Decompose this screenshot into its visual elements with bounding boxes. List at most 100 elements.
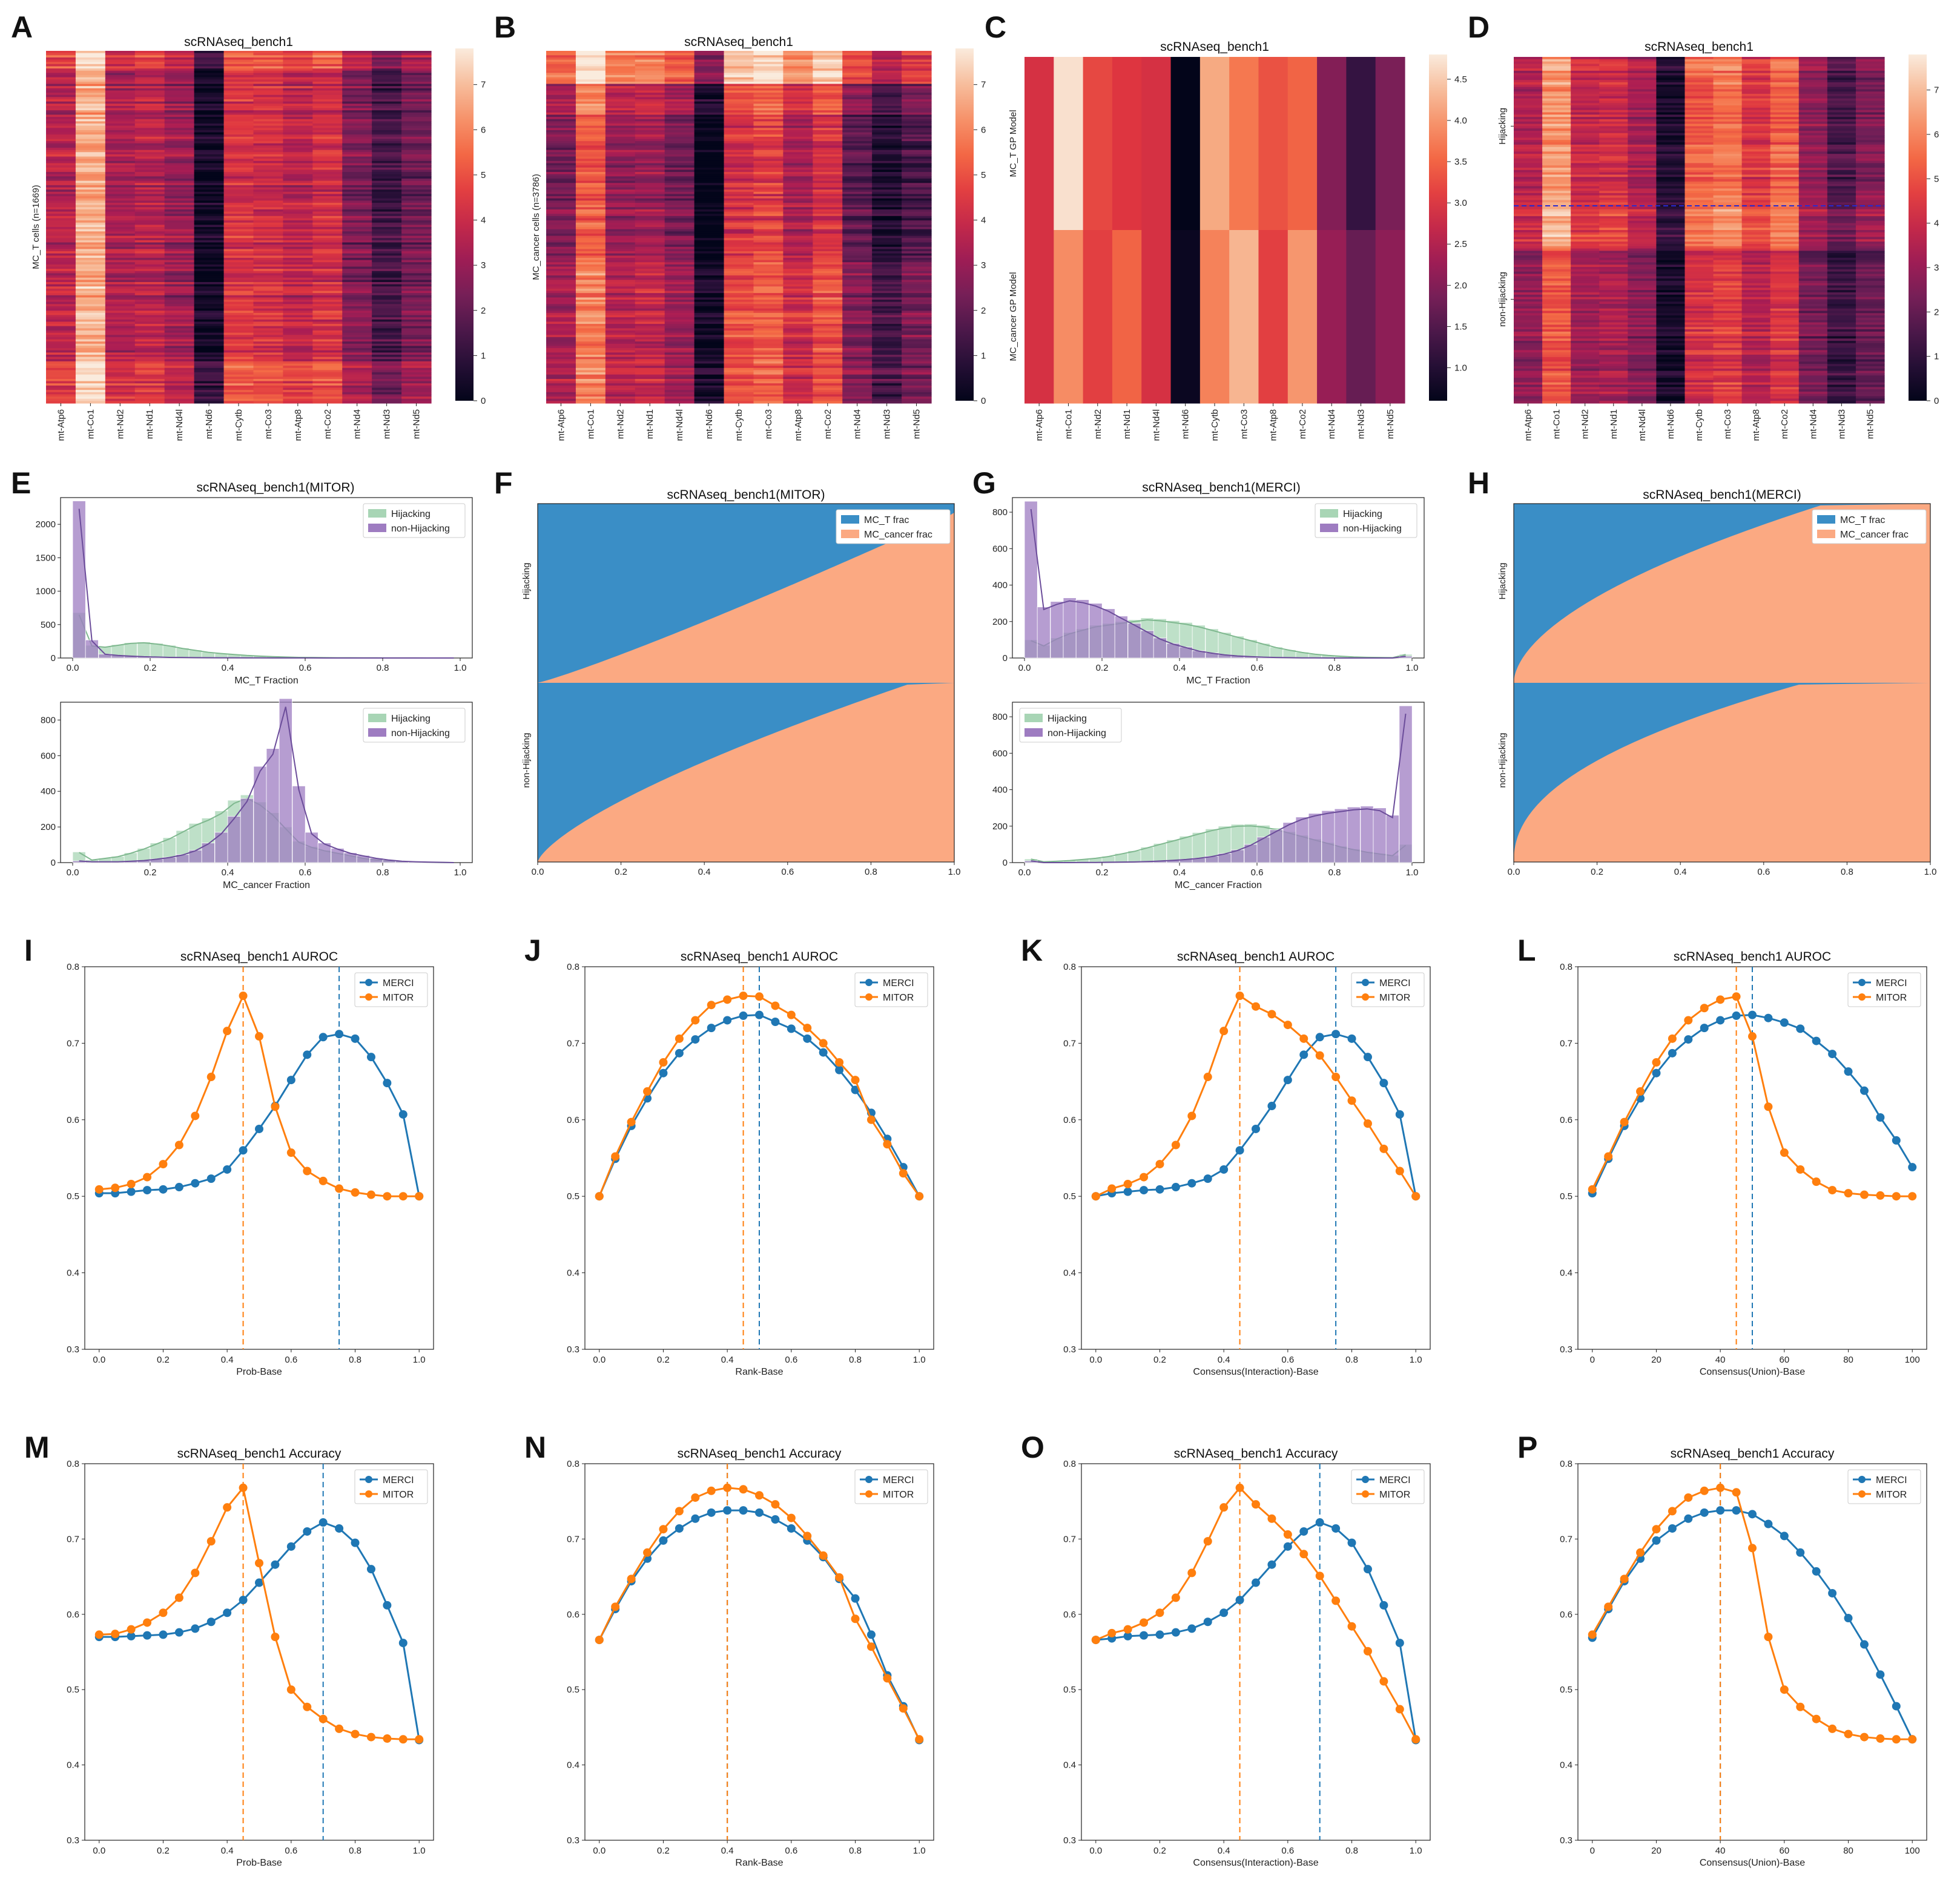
heatmap-cell bbox=[783, 81, 813, 85]
heatmap-cell bbox=[546, 319, 576, 323]
heatmap-cell bbox=[46, 242, 76, 245]
heatmap-cell bbox=[134, 86, 165, 89]
heatmap-cell bbox=[75, 324, 106, 327]
heatmap-cell bbox=[813, 178, 843, 182]
heatmap-cell bbox=[223, 130, 254, 133]
heatmap-cell bbox=[1542, 135, 1571, 139]
heatmap-cell bbox=[1571, 128, 1600, 131]
heatmap-cell bbox=[635, 341, 665, 344]
heatmap-cell bbox=[1713, 128, 1743, 131]
heatmap-cell bbox=[902, 300, 932, 303]
heatmap-cell bbox=[372, 160, 402, 164]
heatmap-cell bbox=[783, 240, 813, 243]
heatmap-cell bbox=[253, 280, 283, 283]
heatmap-cell bbox=[872, 363, 902, 366]
heatmap-cell bbox=[813, 297, 843, 300]
heatmap-cell bbox=[105, 222, 136, 225]
heatmap-cell bbox=[753, 394, 784, 397]
heatmap-cell bbox=[664, 121, 695, 124]
heatmap-cell bbox=[575, 169, 606, 173]
heatmap-cell bbox=[283, 110, 313, 113]
heatmap-cell bbox=[783, 57, 813, 61]
heatmap-cell bbox=[872, 273, 902, 276]
heatmap-cell bbox=[664, 176, 695, 179]
heatmap-cell bbox=[194, 401, 225, 404]
heatmap-cell bbox=[605, 209, 636, 212]
heatmap-cell bbox=[372, 220, 402, 223]
heatmap-cell bbox=[75, 249, 106, 252]
heatmap-cell bbox=[1798, 114, 1828, 117]
heatmap-cell bbox=[164, 108, 195, 111]
heatmap-cell bbox=[105, 196, 136, 199]
heatmap-cell bbox=[605, 297, 636, 300]
heatmap-cell bbox=[283, 66, 313, 69]
heatmap-cell bbox=[283, 104, 313, 107]
heatmap-cell bbox=[635, 104, 665, 107]
heatmap-cell bbox=[253, 300, 283, 303]
heatmap-cell bbox=[783, 225, 813, 228]
heatmap-cell bbox=[401, 366, 432, 369]
heatmap-cell bbox=[783, 191, 813, 195]
heatmap-cell bbox=[1628, 82, 1657, 85]
heatmap-cell bbox=[164, 246, 195, 249]
heatmap-cell bbox=[283, 288, 313, 292]
heatmap-cell bbox=[46, 156, 76, 159]
heatmap-cell bbox=[283, 348, 313, 351]
heatmap-cell bbox=[605, 207, 636, 210]
heatmap-cell bbox=[842, 346, 873, 349]
heatmap-cell bbox=[694, 73, 725, 76]
heatmap-cell bbox=[75, 132, 106, 135]
heatmap-cell bbox=[342, 88, 372, 91]
heatmap-cell bbox=[401, 337, 432, 340]
heatmap-cell bbox=[872, 81, 902, 85]
heatmap-cell bbox=[75, 70, 106, 73]
heatmap-cell bbox=[664, 245, 695, 248]
heatmap-cell bbox=[575, 324, 606, 327]
heatmap-cell bbox=[372, 156, 402, 159]
heatmap-cell bbox=[194, 123, 225, 127]
heatmap-cell bbox=[694, 359, 725, 362]
heatmap-cell bbox=[105, 396, 136, 400]
heatmap-cell bbox=[575, 321, 606, 324]
heatmap-cell bbox=[401, 271, 432, 274]
heatmap-cell bbox=[342, 68, 372, 71]
heatmap-cell bbox=[753, 269, 784, 272]
heatmap-cell bbox=[694, 366, 725, 369]
heatmap-cell bbox=[1741, 59, 1771, 62]
heatmap-cell bbox=[194, 132, 225, 135]
heatmap-cell bbox=[813, 339, 843, 342]
heatmap-cell bbox=[46, 291, 76, 294]
heatmap-cell bbox=[283, 330, 313, 334]
heatmap-cell bbox=[312, 176, 343, 179]
heatmap-cell bbox=[75, 114, 106, 117]
heatmap-cell bbox=[283, 218, 313, 221]
heatmap-cell bbox=[134, 383, 165, 386]
heatmap-cell bbox=[783, 385, 813, 389]
heatmap-cell bbox=[401, 242, 432, 245]
heatmap-cell bbox=[753, 202, 784, 206]
heatmap-cell bbox=[253, 277, 283, 280]
heatmap-cell bbox=[694, 246, 725, 249]
heatmap-cell bbox=[372, 152, 402, 155]
heatmap-cell bbox=[783, 214, 813, 217]
heatmap-cell bbox=[312, 304, 343, 307]
heatmap-cell bbox=[902, 55, 932, 58]
heatmap-cell bbox=[164, 227, 195, 230]
heatmap-cell bbox=[546, 359, 576, 362]
heatmap-cell bbox=[753, 101, 784, 104]
heatmap-cell bbox=[575, 348, 606, 351]
heatmap-cell bbox=[546, 352, 576, 355]
heatmap-cell bbox=[1571, 89, 1600, 92]
heatmap-cell bbox=[546, 66, 576, 69]
heatmap-cell bbox=[105, 253, 136, 256]
heatmap-cell bbox=[194, 288, 225, 292]
heatmap-cell bbox=[105, 275, 136, 278]
heatmap-cell bbox=[253, 286, 283, 289]
heatmap-cell bbox=[105, 79, 136, 82]
heatmap-cell bbox=[635, 220, 665, 223]
heatmap-cell bbox=[401, 119, 432, 122]
heatmap-cell bbox=[312, 185, 343, 188]
heatmap-cell bbox=[46, 73, 76, 76]
heatmap-cell bbox=[635, 273, 665, 276]
heatmap-cell bbox=[223, 317, 254, 320]
